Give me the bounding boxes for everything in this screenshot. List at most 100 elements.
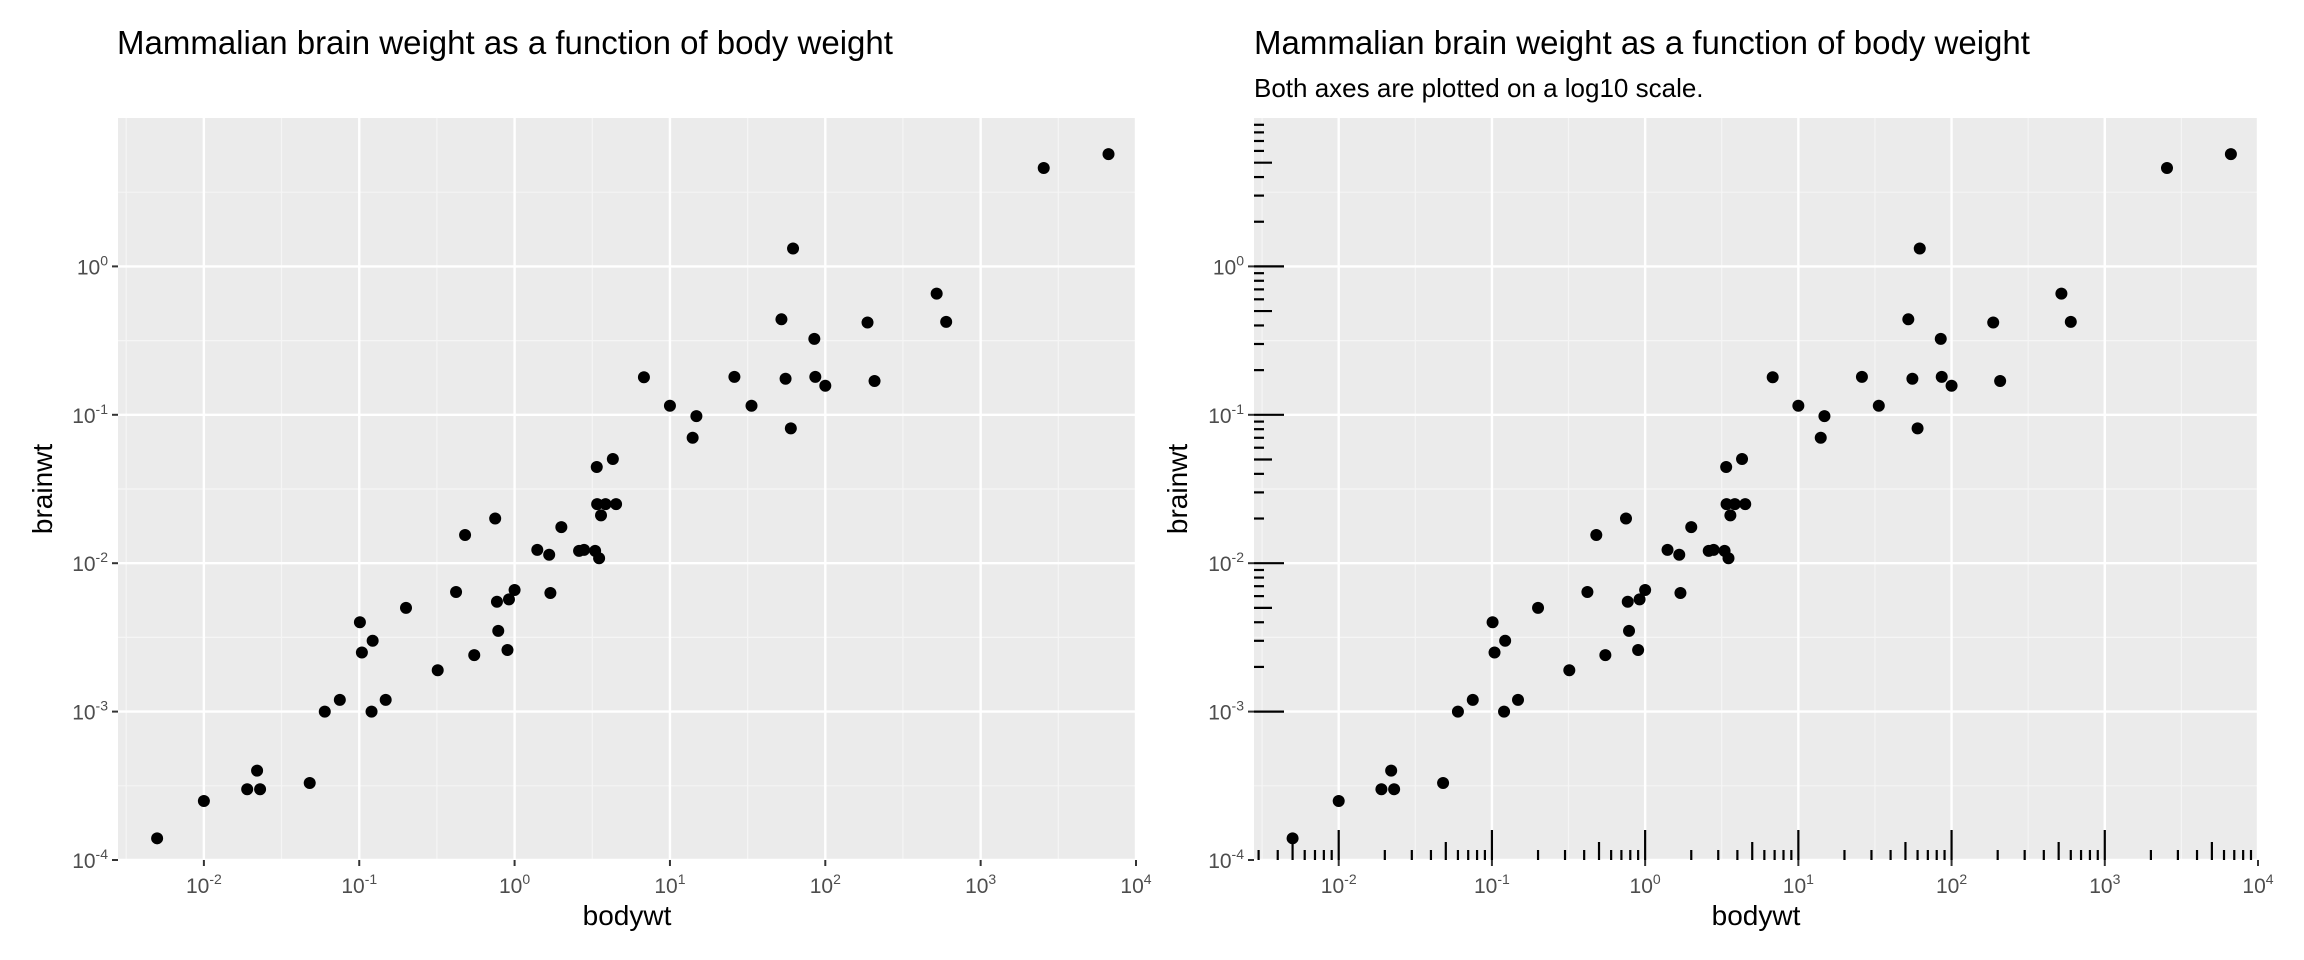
major-gridlines <box>1254 118 2260 862</box>
data-point <box>1792 399 1805 412</box>
data-point <box>251 764 264 777</box>
x-tick-label: 10-1 <box>1474 871 1510 898</box>
data-point <box>690 410 703 423</box>
data-point <box>1872 399 1885 412</box>
data-point <box>578 543 591 556</box>
data-point <box>1855 370 1868 383</box>
data-point <box>590 460 603 473</box>
data-point <box>1623 624 1636 637</box>
data-point <box>468 649 481 662</box>
data-point <box>1375 783 1388 796</box>
data-point <box>333 693 346 706</box>
data-point <box>1563 664 1576 677</box>
data-point <box>318 705 331 718</box>
data-point <box>593 552 606 565</box>
y-tick-label: 10-1 <box>1208 401 1244 428</box>
data-point <box>1621 595 1634 608</box>
data-point <box>1437 777 1450 790</box>
data-point <box>1661 543 1674 556</box>
data-point <box>1532 601 1545 614</box>
data-point <box>1451 705 1464 718</box>
y-tick-label: 10-1 <box>72 401 108 428</box>
data-point <box>610 498 623 511</box>
data-point <box>365 705 378 718</box>
data-point <box>1639 583 1652 596</box>
data-point <box>400 601 413 614</box>
data-point <box>940 315 953 328</box>
data-point <box>1599 649 1612 662</box>
data-points <box>151 148 1115 845</box>
chart-left: Mammalian brain weight as a function of … <box>27 24 1152 931</box>
data-point <box>1906 372 1919 385</box>
y-tick-label: 10-4 <box>1208 846 1244 873</box>
data-point <box>808 332 821 345</box>
data-point <box>1673 548 1686 561</box>
data-point <box>1935 370 1948 383</box>
y-axis: 10-4 10-3 10-2 10-1 100 <box>1208 252 1254 873</box>
x-tick-label: 104 <box>1120 871 1151 898</box>
x-tick-label: 10-2 <box>1321 871 1357 898</box>
x-tick-label: 10-1 <box>341 871 377 898</box>
data-point <box>1818 410 1831 423</box>
data-point <box>489 512 502 525</box>
data-point <box>1488 646 1501 659</box>
data-point <box>1945 379 1958 392</box>
data-point <box>1685 521 1698 534</box>
chart-right: Mammalian brain weight as a function of … <box>1162 24 2274 931</box>
x-tick-label: 102 <box>810 871 841 898</box>
y-tick-label: 10-2 <box>72 549 108 576</box>
data-point <box>1934 332 1947 345</box>
data-point <box>728 370 741 383</box>
data-point <box>431 664 444 677</box>
data-point <box>1388 783 1401 796</box>
data-point <box>366 634 379 647</box>
data-point <box>1466 693 1479 706</box>
major-gridlines <box>118 118 1138 862</box>
data-point <box>1102 148 1115 161</box>
data-point <box>544 586 557 599</box>
data-point <box>2064 315 2077 328</box>
x-axis-label: bodywt <box>1712 900 1801 931</box>
x-axis-label: bodywt <box>583 900 672 931</box>
data-point <box>1766 371 1779 384</box>
data-point <box>2224 148 2237 161</box>
data-point <box>508 583 521 596</box>
data-point <box>595 509 608 522</box>
data-point <box>502 593 515 606</box>
data-point <box>492 624 505 637</box>
data-point <box>1581 585 1594 598</box>
data-point <box>599 498 612 511</box>
data-point <box>1619 512 1632 525</box>
data-point <box>2160 162 2173 175</box>
x-axis: 10-2 10-1 100 101 102 103 104 <box>186 860 1152 898</box>
y-axis-label: brainwt <box>27 444 58 534</box>
data-point <box>1987 316 2000 329</box>
data-point <box>2055 287 2068 300</box>
data-point <box>1736 452 1749 465</box>
y-tick-label: 10-3 <box>1208 698 1244 725</box>
data-point <box>663 399 676 412</box>
data-point <box>637 371 650 384</box>
data-point <box>809 370 822 383</box>
data-point <box>784 422 797 435</box>
data-point <box>543 548 556 561</box>
data-point <box>1720 460 1733 473</box>
y-tick-label: 100 <box>1213 252 1244 279</box>
data-point <box>501 644 514 657</box>
chart-title: Mammalian brain weight as a function of … <box>117 24 893 61</box>
y-tick-label: 10-2 <box>1208 549 1244 576</box>
data-point <box>868 374 881 387</box>
data-point <box>1633 593 1646 606</box>
data-point <box>1037 162 1050 175</box>
x-axis: 10-2 10-1 100 101 102 103 104 <box>1321 860 2274 898</box>
data-point <box>197 794 210 807</box>
data-point <box>1499 634 1512 647</box>
data-point <box>1590 528 1603 541</box>
minor-gridlines <box>118 118 1136 860</box>
data-point <box>775 313 788 326</box>
data-point <box>1720 498 1733 511</box>
x-tick-label: 102 <box>1936 871 1967 898</box>
x-tick-label: 100 <box>499 871 530 898</box>
data-point <box>1498 705 1511 718</box>
